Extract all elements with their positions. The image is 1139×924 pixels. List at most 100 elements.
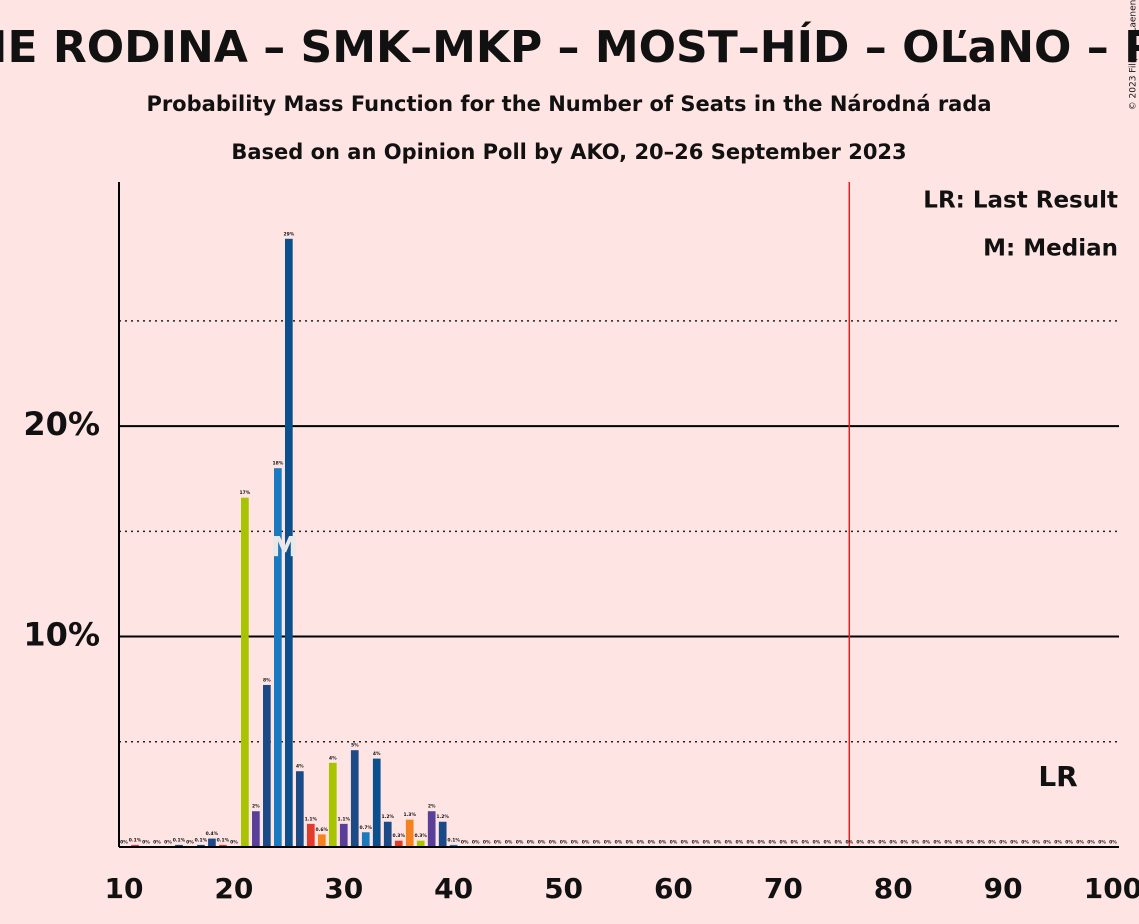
chart-subtitle: Based on an Opinion Poll by AKO, 20–26 S… [231,140,906,164]
data-label: 0% [681,840,689,846]
data-label: 0% [1087,840,1095,846]
data-label: 4% [373,751,381,757]
bar [273,468,282,847]
bar [416,840,425,847]
data-label: 0% [736,840,744,846]
data-label: 1.1% [338,816,351,822]
bar [372,758,381,847]
bar [317,834,326,847]
data-label: 0% [922,840,930,846]
data-label: 2% [428,804,436,810]
data-label: 0% [186,840,194,846]
data-label: 0% [571,840,579,846]
data-label: 29% [283,231,294,237]
data-label: 0% [900,840,908,846]
data-label: 0% [593,840,601,846]
bar [339,823,348,847]
bar [427,811,436,847]
x-tick-label: 10 [105,872,144,905]
data-label: 0% [791,840,799,846]
data-label: 0% [472,840,480,846]
data-label: 0% [725,840,733,846]
bar [131,844,139,847]
bar [284,238,293,847]
bar [175,844,183,847]
x-tick-label: 20 [214,872,253,905]
data-label: 0% [549,840,557,846]
copyright: © 2023 Filip van Laenen [1129,0,1139,110]
data-label: 4% [329,755,337,761]
y-tick-label: 20% [23,405,100,443]
data-label: 0% [120,840,128,846]
data-label: 0% [703,840,711,846]
last-result-marker: LR [1038,760,1077,793]
data-label: 0% [230,840,238,846]
data-label: 0% [966,840,974,846]
x-tick-label: 60 [654,872,693,905]
data-label: 0% [944,840,952,846]
data-label: 0% [1054,840,1062,846]
data-label: 1.2% [381,814,394,820]
data-label: 0% [560,840,568,846]
data-label: 0% [670,840,678,846]
data-label: 0% [483,840,491,846]
data-label: 0% [1021,840,1029,846]
bar [361,832,370,847]
x-tick-label: 80 [874,872,913,905]
data-label: 0.3% [392,833,405,839]
data-label: 0% [516,840,524,846]
data-label: 0% [1098,840,1106,846]
data-label: 0.7% [360,825,373,831]
bar [350,750,359,847]
median-marker: M [271,530,299,563]
bar [438,821,447,847]
bar [328,762,337,847]
data-label: 0% [999,840,1007,846]
data-label: 0% [758,840,766,846]
bar [252,811,260,847]
x-tick-label: 90 [984,872,1023,905]
data-label: 0% [856,840,864,846]
data-label: 0% [494,840,502,846]
data-label: 0% [1109,840,1117,846]
x-tick-label: 100 [1084,872,1139,905]
data-label: 0% [626,840,634,846]
x-tick-label: 30 [324,872,363,905]
bar [394,840,403,847]
data-label: 0% [933,840,941,846]
bar [383,821,392,847]
chart-subtitle: Probability Mass Function for the Number… [146,92,991,116]
data-label: 0% [747,840,755,846]
data-label: 0% [1010,840,1018,846]
bar [263,684,271,847]
data-label: 0.1% [195,837,208,843]
data-label: 0% [582,840,590,846]
data-label: 0% [505,840,513,846]
data-label: 0% [538,840,546,846]
data-label: 0% [988,840,996,846]
data-label: 0.1% [217,837,230,843]
bar [208,838,216,847]
data-label: 0.1% [447,837,460,843]
data-label: 0.6% [316,827,329,833]
data-label: 0% [801,840,809,846]
data-label: 0% [1043,840,1051,846]
data-label: 0% [878,840,886,846]
data-label: 1.3% [403,812,416,818]
data-label: 0% [977,840,985,846]
data-label: 0% [812,840,820,846]
legend-entry: M: Median [983,236,1118,262]
data-label: 0% [845,840,853,846]
data-label: 0% [164,840,172,846]
data-label: 0% [889,840,897,846]
data-label: 1.2% [436,814,449,820]
data-label: 2% [252,804,260,810]
data-label: 0% [955,840,963,846]
data-label: 0% [834,840,842,846]
data-label: 0.4% [206,831,219,837]
legend-entry: LR: Last Result [923,188,1118,214]
data-label: 0% [867,840,875,846]
data-label: 5% [351,743,359,749]
